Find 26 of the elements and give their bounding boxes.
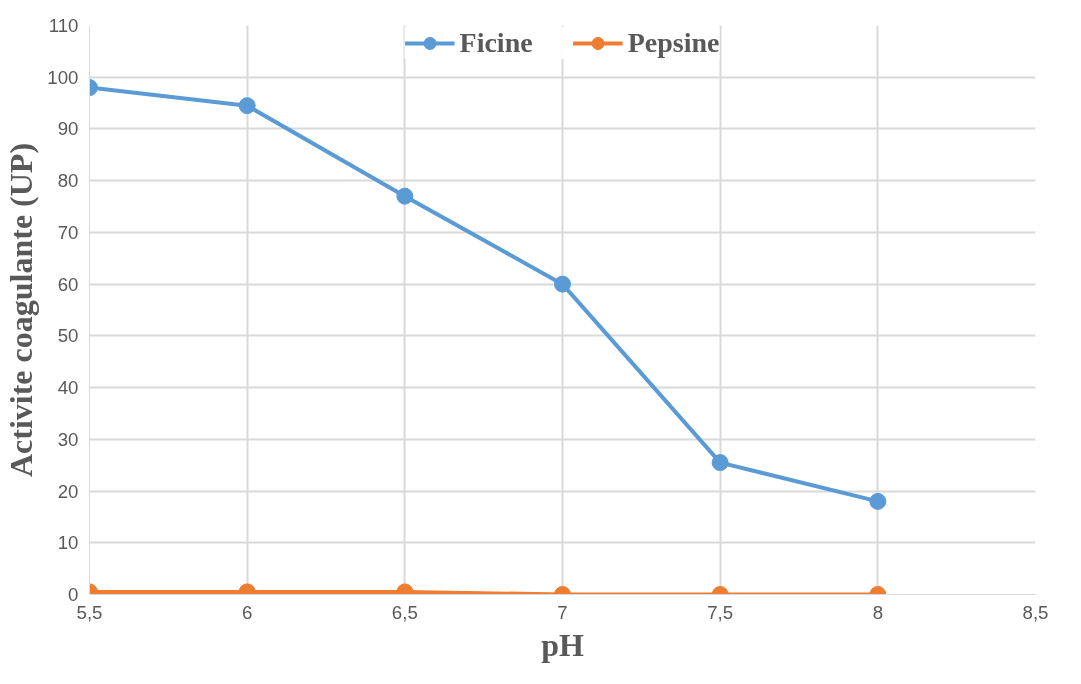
x-tick-label: 5,5 <box>76 601 103 623</box>
point <box>554 275 571 293</box>
x-tick-label: 8,5 <box>1022 601 1049 623</box>
x-tick-label: 6 <box>241 601 253 623</box>
y-tick-label: 70 <box>57 221 79 243</box>
y-tick-label: 40 <box>57 377 79 399</box>
y-tick-label: 90 <box>57 118 79 140</box>
y-tick-label: 0 <box>68 584 79 605</box>
point <box>396 187 414 205</box>
y-tick-label: 30 <box>57 428 79 450</box>
x-tick-label: 7,5 <box>707 601 734 623</box>
y-tick-label: 100 <box>47 66 79 88</box>
point <box>238 97 256 115</box>
legend-label: Pepsine <box>627 27 720 59</box>
x-axis-title: pH <box>541 626 584 663</box>
y-tick-label: 110 <box>48 15 79 36</box>
x-tick-label: 6,5 <box>391 601 418 623</box>
y-tick-label: 80 <box>57 170 79 192</box>
y-tick-label: 10 <box>57 532 79 554</box>
x-tick-label: 8 <box>872 601 884 623</box>
y-axis-title: Activite coagulante (UP) <box>3 142 40 478</box>
y-tick-label: 60 <box>57 273 79 295</box>
y-tick-label: 20 <box>57 480 79 502</box>
legend-label: Ficine <box>459 27 533 59</box>
x-tick-label: 7 <box>557 601 568 623</box>
y-tick-label: 50 <box>57 325 79 347</box>
